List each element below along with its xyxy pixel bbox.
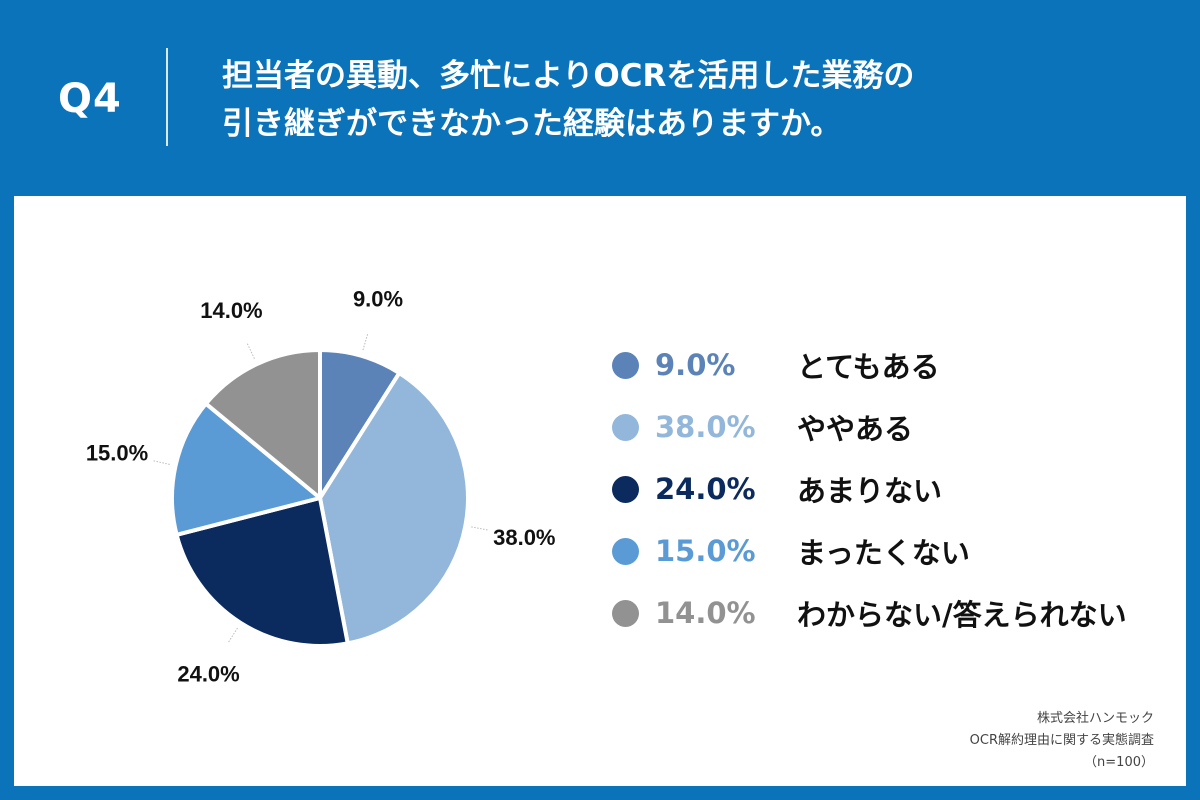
pie-leader-line: [471, 526, 490, 531]
legend-label: あまりない: [797, 474, 943, 508]
legend-dot: [612, 413, 639, 441]
legend-pct: 15.0%: [655, 534, 756, 568]
legend-label: わからない/答えられない: [797, 598, 1127, 632]
legend-pct: 38.0%: [655, 410, 756, 444]
legend-label: とてもある: [797, 350, 940, 384]
legend-dot: [612, 537, 639, 565]
pie-chart: 9.0% 38.0% 24.0% 15.0% 14.0%: [86, 286, 556, 687]
legend-pct: 9.0%: [655, 348, 736, 382]
legend-item: 9.0% とてもある: [612, 334, 1172, 396]
pie-slice: [318, 371, 470, 646]
legend-item: 14.0% わからない/答えられない: [612, 582, 1172, 644]
header: Q4 担当者の異動、多忙によりOCRを活用した業務の 引き継ぎができなかった経験…: [0, 0, 1200, 190]
pie-leader-line: [227, 627, 238, 644]
footer: 株式会社ハンモック OCR解約理由に関する実態調査 （n=100）: [970, 708, 1154, 774]
pie-data-label: 24.0%: [177, 662, 239, 687]
pie-leader-line: [362, 332, 369, 351]
chart-panel: 9.0% 38.0% 24.0% 15.0% 14.0% 9.0% とてもある 38.0…: [14, 196, 1186, 786]
legend: 9.0% とてもある 38.0% ややある 24.0% あまりない 15.0% …: [612, 334, 1172, 644]
legend-pct: 14.0%: [655, 596, 756, 630]
title-line-1: 担当者の異動、多忙によりOCRを活用した業務の: [222, 58, 915, 94]
pie-leader-line: [246, 342, 255, 359]
pie-leader-line: [152, 459, 170, 465]
pie-data-label: 9.0%: [353, 286, 403, 311]
pie-slice: [203, 348, 322, 500]
question-label: Q4: [58, 76, 122, 122]
title-line-2: 引き継ぎができなかった経験はありますか。: [222, 106, 842, 142]
pie-slice: [170, 401, 322, 537]
legend-item: 38.0% ややある: [612, 396, 1172, 458]
footer-sample: （n=100）: [1084, 755, 1154, 770]
footer-survey: OCR解約理由に関する実態調査: [969, 733, 1154, 748]
pie-data-label: 38.0%: [493, 525, 555, 550]
legend-pct: 24.0%: [655, 472, 756, 506]
page-title: 担当者の異動、多忙によりOCRを活用した業務の 引き継ぎができなかった経験はあり…: [222, 52, 1122, 148]
pie-slice: [174, 496, 350, 648]
footer-company: 株式会社ハンモック: [1036, 711, 1154, 726]
legend-dot: [612, 599, 639, 627]
legend-label: ややある: [797, 412, 914, 446]
legend-dot: [612, 475, 639, 503]
pie-data-label: 15.0%: [86, 441, 148, 466]
legend-item: 24.0% あまりない: [612, 458, 1172, 520]
legend-label: まったくない: [797, 536, 970, 570]
legend-dot: [612, 351, 639, 379]
legend-item: 15.0% まったくない: [612, 520, 1172, 582]
pie-data-label: 14.0%: [200, 298, 262, 323]
header-divider: [166, 48, 168, 146]
